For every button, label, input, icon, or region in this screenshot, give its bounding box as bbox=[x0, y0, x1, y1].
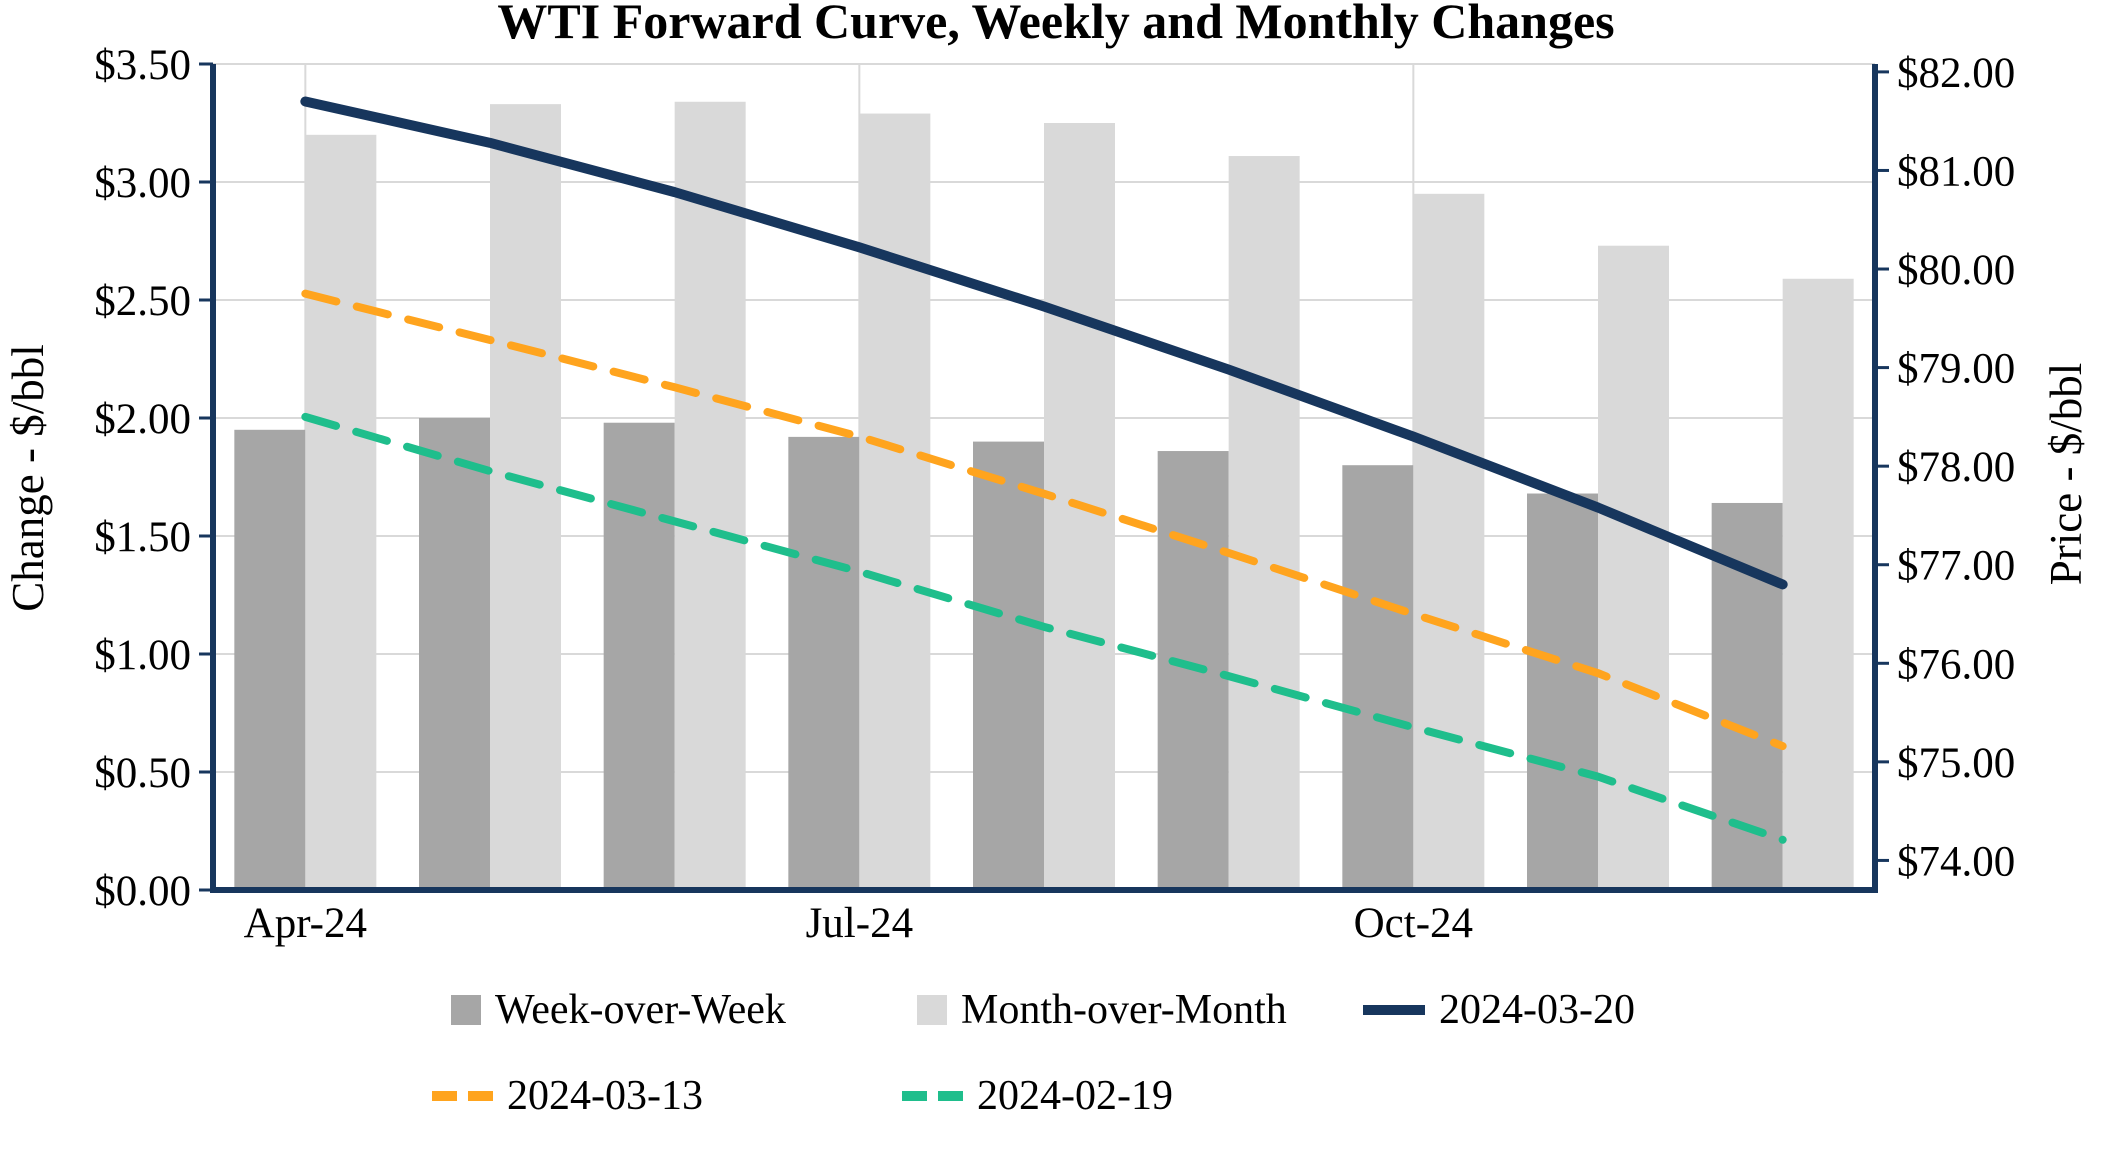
legend-row-1: Week-over-Week Month-over-Month 2024-03-20 bbox=[0, 982, 2112, 1042]
line-2024-03-20 bbox=[300, 96, 1788, 590]
legend-item-2024-02-19: 2024-02-19 bbox=[902, 1068, 1173, 1124]
left-tick-label: $2.00 bbox=[94, 396, 191, 443]
bar-week-over-week bbox=[234, 429, 306, 890]
legend-label: 2024-03-13 bbox=[507, 1073, 703, 1119]
x-tick-label: Apr-24 bbox=[244, 900, 367, 947]
line-swatch-icon bbox=[1363, 1005, 1425, 1015]
left-tick-label: $3.50 bbox=[94, 42, 191, 89]
square-swatch-icon bbox=[917, 995, 947, 1025]
bar-month-over-month bbox=[1782, 278, 1854, 890]
right-tick-label: $74.00 bbox=[1897, 838, 2015, 885]
line-2024-03-13 bbox=[301, 289, 1787, 751]
bar-month-over-month bbox=[490, 104, 561, 891]
bar-week-over-week bbox=[419, 418, 490, 890]
legend-item-2024-03-20: 2024-03-20 bbox=[1363, 982, 1635, 1038]
bar-week-over-week bbox=[788, 436, 860, 890]
left-tick-label: $3.00 bbox=[94, 160, 191, 207]
legend-label: Week-over-Week bbox=[495, 987, 786, 1033]
bar-week-over-week bbox=[1342, 465, 1414, 890]
left-tick-label: $1.00 bbox=[94, 632, 191, 679]
left-axis-line bbox=[210, 64, 216, 893]
legend-label: 2024-02-19 bbox=[977, 1073, 1173, 1119]
bar-week-over-week bbox=[973, 441, 1044, 890]
left-tick-label: $2.50 bbox=[94, 278, 191, 325]
bar-month-over-month bbox=[859, 113, 931, 890]
bar-month-over-month bbox=[674, 101, 746, 890]
left-tick-label: $0.00 bbox=[94, 868, 191, 915]
right-tick-label: $82.00 bbox=[1897, 50, 2015, 97]
bottom-axis-line bbox=[210, 887, 1878, 893]
legend-row-2: 2024-03-13 2024-02-19 bbox=[0, 1068, 2112, 1128]
right-tick-label: $75.00 bbox=[1897, 740, 2015, 787]
bar-month-over-month bbox=[1413, 193, 1485, 891]
right-tick-label: $77.00 bbox=[1897, 543, 2015, 590]
legend-item-2024-03-13: 2024-03-13 bbox=[432, 1068, 703, 1124]
bar-month-over-month bbox=[1228, 156, 1300, 891]
bar-week-over-week bbox=[603, 422, 675, 890]
legend-label: 2024-03-20 bbox=[1439, 987, 1635, 1033]
bar-month-over-month bbox=[305, 134, 377, 891]
line-2024-02-19 bbox=[301, 412, 1787, 844]
left-tick-label: $1.50 bbox=[94, 514, 191, 561]
right-axis-line bbox=[1872, 64, 1878, 893]
right-tick-label: $78.00 bbox=[1897, 444, 2015, 491]
plot-area: $0.00 $0.50 $1.00 $1.50 $2.00 $2.50 $3.00 $3.50… bbox=[94, 42, 2015, 947]
dashes-swatch-icon bbox=[432, 1091, 493, 1101]
right-tick-label: $81.00 bbox=[1897, 148, 2015, 195]
legend-item-month-over-month: Month-over-Month bbox=[917, 982, 1287, 1038]
legend-label: Month-over-Month bbox=[961, 987, 1287, 1033]
right-tick-label: $79.00 bbox=[1897, 346, 2015, 393]
x-tick-label: Jul-24 bbox=[806, 900, 914, 947]
legend-item-week-over-week: Week-over-Week bbox=[451, 982, 786, 1038]
x-tick-label: Oct-24 bbox=[1354, 900, 1473, 947]
square-swatch-icon bbox=[451, 995, 481, 1025]
left-tick-label: $0.50 bbox=[94, 750, 191, 797]
right-tick-label: $80.00 bbox=[1897, 247, 2015, 294]
chart-title: WTI Forward Curve, Weekly and Monthly Ch… bbox=[497, 0, 1615, 49]
dashes-swatch-icon bbox=[902, 1091, 963, 1101]
bar-week-over-week bbox=[1527, 493, 1598, 890]
right-tick-label: $76.00 bbox=[1897, 641, 2015, 688]
